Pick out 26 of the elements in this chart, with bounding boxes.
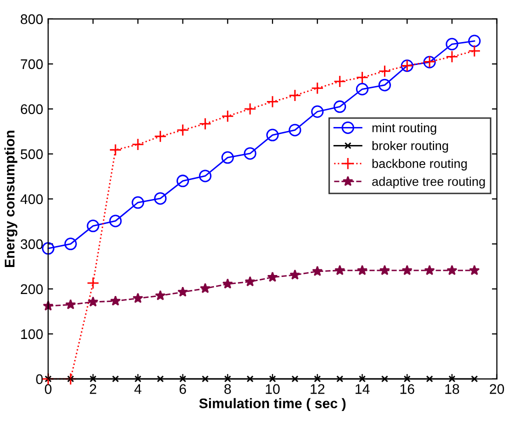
y-tick-label: 0 [36, 374, 43, 384]
legend-label: broker routing [372, 140, 448, 153]
y-tick-label: 700 [20, 59, 43, 70]
legend-label: mint routing [372, 123, 436, 135]
y-tick-label: 400 [20, 194, 43, 204]
y-tick-label: 100 [21, 329, 43, 340]
y-tick-label: 600 [20, 104, 43, 114]
x-tick-label: 12 [310, 384, 324, 394]
y-tick-label: 300 [20, 239, 43, 250]
x-tick-label: 0 [44, 384, 52, 394]
x-tick-label: 18 [445, 384, 460, 394]
x-tick-label: 16 [400, 384, 414, 394]
x-tick-label: 10 [266, 384, 280, 394]
legend-label: adaptive tree routing [372, 176, 485, 188]
x-tick-label: 2 [90, 384, 96, 394]
x-tick-label: 6 [180, 384, 186, 394]
x-axis-title: Simulation time ( sec ) [199, 398, 346, 412]
x-tick-label: 4 [134, 384, 142, 394]
y-tick-label: 200 [20, 284, 43, 294]
x-tick-label: 20 [490, 384, 504, 394]
legend-label: backbone routing [372, 158, 467, 171]
x-tick-label: 8 [224, 384, 231, 394]
y-axis-title: Energy consumption [4, 130, 18, 268]
y-tick-label: 800 [20, 14, 43, 24]
x-tick-label: 14 [356, 384, 370, 394]
y-tick-label: 500 [20, 149, 43, 160]
